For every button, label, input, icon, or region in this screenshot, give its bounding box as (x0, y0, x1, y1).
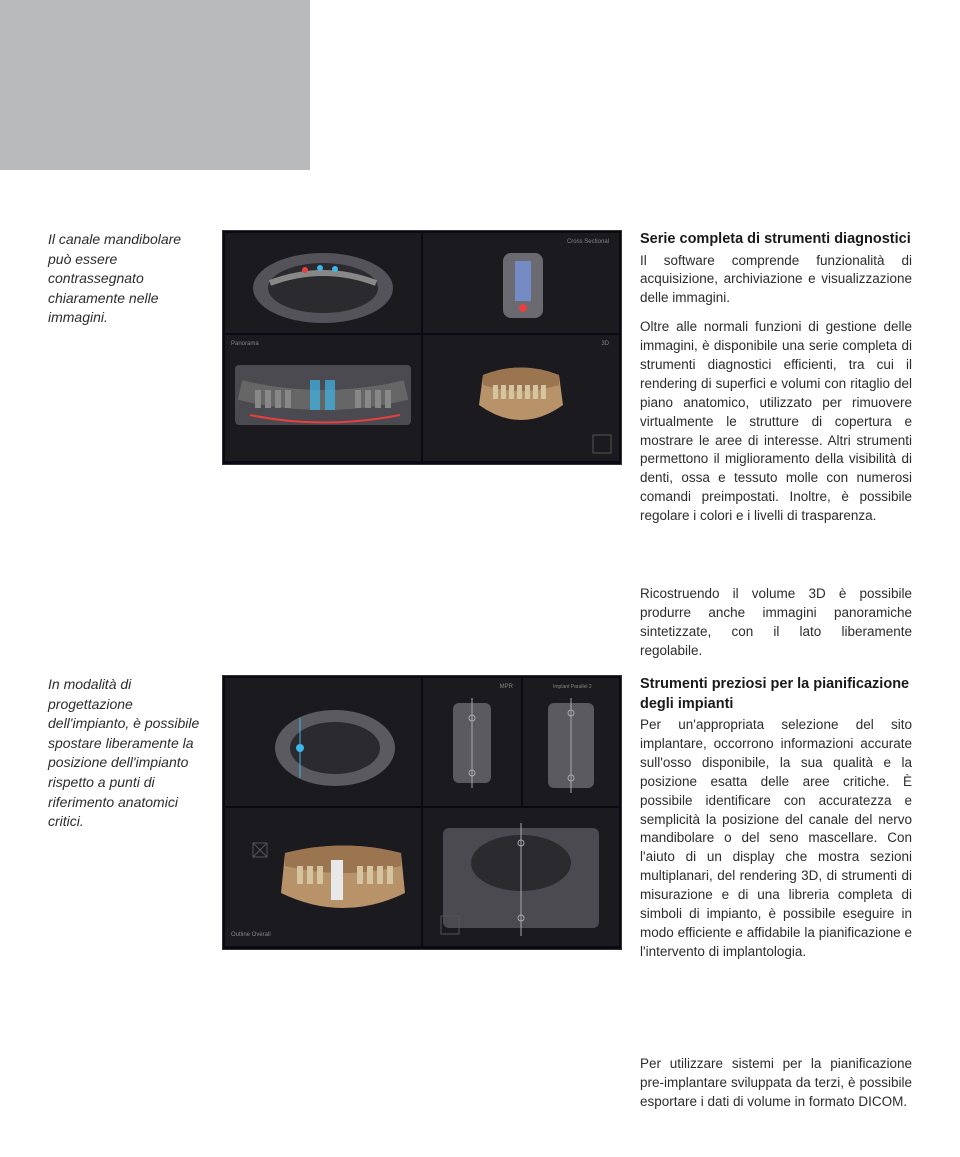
panel2-mpr: MPR (423, 678, 521, 806)
section2-p1: Per un'appropriata selezione del sito im… (640, 716, 912, 962)
svg-text:Implant Parallel 2: Implant Parallel 2 (553, 684, 592, 690)
caption-2: In modalità di progettazione dell'impian… (48, 675, 204, 832)
caption-1: Il canale mandibolare può essere contras… (48, 230, 204, 328)
panel-cross-sectional: Cross Sectional (423, 233, 619, 333)
intro2: Ricostruendo il volume 3D è possibile pr… (640, 585, 912, 661)
svg-text:Cross Sectional: Cross Sectional (567, 239, 609, 245)
screenshot-implant-planning: MPR Implant Parallel 2 (222, 675, 622, 950)
header-grey-block (0, 0, 310, 170)
panel2-3d: Outline Overall (225, 808, 421, 946)
panel2-implant-parallel-2: Implant Parallel 2 (523, 678, 619, 806)
panel-3d: 3D (423, 335, 619, 461)
svg-text:3D: 3D (601, 341, 609, 347)
panel-panorama: Panorama (225, 335, 421, 461)
svg-text:Outline Overall: Outline Overall (231, 932, 271, 938)
panel-axial (225, 233, 421, 333)
section1-heading: Serie completa di strumenti diagnostici (640, 230, 912, 250)
svg-text:MPR: MPR (500, 684, 514, 690)
panel2-implant-close (423, 808, 619, 946)
svg-text:Panorama: Panorama (231, 341, 259, 347)
section1-p2: Oltre alle normali funzioni di gestione … (640, 318, 912, 526)
section3-p1: Per utilizzare sistemi per la pianificaz… (640, 1055, 912, 1112)
section1-p1: Il software comprende funzionalità di ac… (640, 252, 912, 309)
section2-heading: Strumenti preziosi per la pianificazione… (640, 675, 912, 714)
row-1: Il canale mandibolare può essere contras… (48, 230, 912, 536)
row-2: In modalità di progettazione dell'impian… (48, 675, 912, 972)
screenshot-diagnostic-tools: Cross Sectional Panora (222, 230, 622, 465)
panel2-axial (225, 678, 421, 806)
